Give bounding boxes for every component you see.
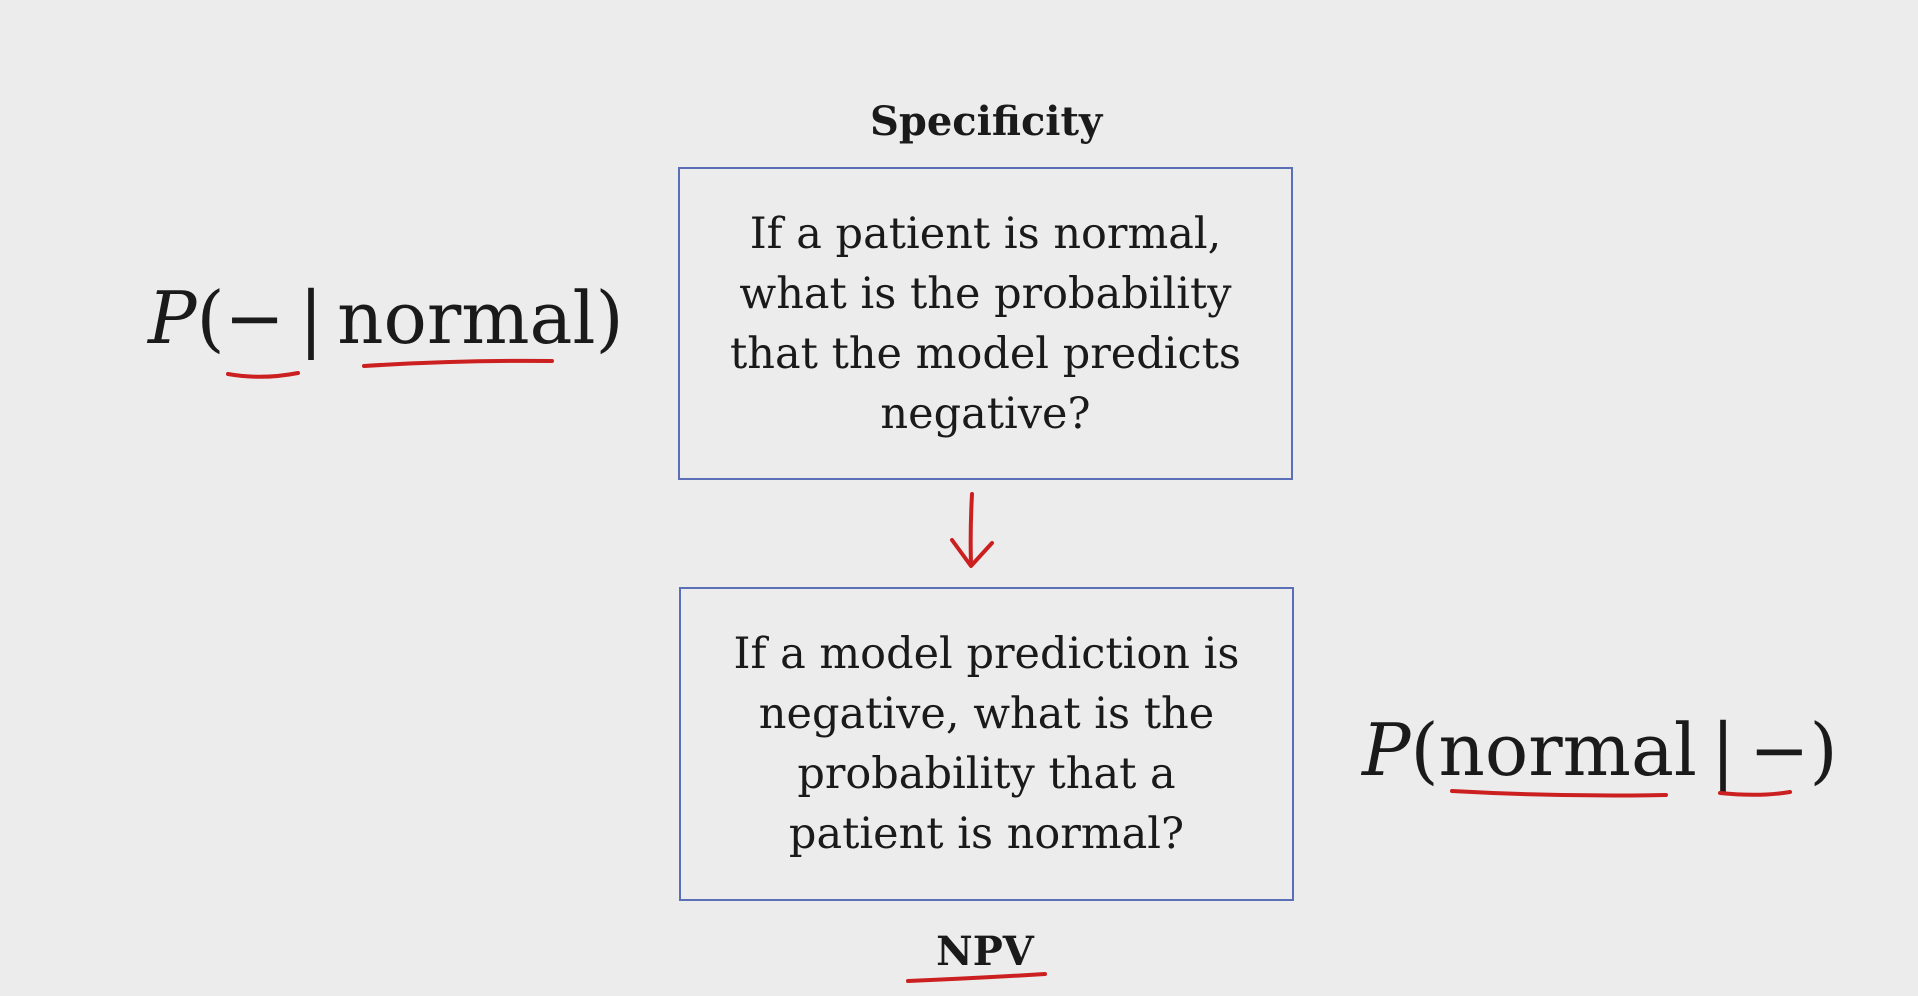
formula-normal: normal	[337, 276, 596, 360]
formula-negative: −	[224, 276, 285, 360]
specificity-question-line: negative?	[880, 388, 1091, 439]
npv-question-line: negative, what is the	[758, 689, 1215, 739]
npv-question-line: patient is normal?	[788, 809, 1185, 859]
flow-arrow-shaft	[968, 492, 974, 567]
underline-left-negative	[226, 371, 300, 379]
formula-given-bar: |	[298, 276, 324, 360]
formula-close-paren: )	[1809, 708, 1838, 792]
npv-title: NPV	[936, 928, 1034, 975]
specificity-box: If a patient is normal, what is the prob…	[678, 167, 1293, 480]
npv-question-line: If a model prediction is	[733, 629, 1240, 679]
formula-p: P	[148, 276, 197, 360]
formula-negative: −	[1749, 708, 1810, 792]
formula-close-paren: )	[595, 276, 624, 360]
formula-open-paren: (	[196, 276, 225, 360]
npv-box: If a model prediction is negative, what …	[679, 587, 1294, 901]
specificity-question-line: what is the probability	[739, 268, 1232, 319]
underline-right-negative	[1718, 790, 1792, 797]
flow-arrow-head	[950, 538, 994, 568]
specificity-question: If a patient is normal, what is the prob…	[680, 204, 1291, 444]
underline-npv	[906, 972, 1047, 983]
formula-given-bar: |	[1710, 708, 1736, 792]
specificity-question-line: that the model predicts	[730, 328, 1241, 379]
formula-p: P	[1362, 708, 1411, 792]
formula-normal: normal	[1438, 708, 1697, 792]
specificity-question-line: If a patient is normal,	[749, 208, 1222, 259]
npv-question: If a model prediction is negative, what …	[681, 624, 1292, 864]
left-probability-formula: P(− | normal)	[148, 282, 624, 354]
npv-question-line: probability that a	[797, 749, 1176, 799]
specificity-title: Specificity	[870, 98, 1103, 145]
right-probability-formula: P(normal | −)	[1362, 714, 1838, 786]
formula-open-paren: (	[1410, 708, 1439, 792]
underline-left-normal	[362, 358, 554, 368]
